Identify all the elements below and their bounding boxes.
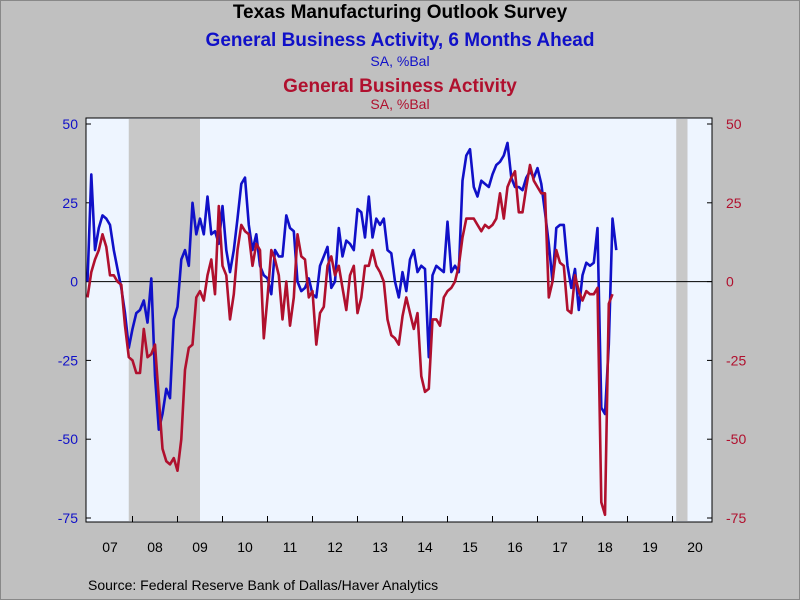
recession-band-1 [128, 119, 200, 521]
x-tick-label: 14 [417, 539, 433, 555]
x-tick-label: 19 [642, 539, 658, 555]
y-tick-label-left: 50 [62, 116, 78, 132]
x-tick-label: 07 [102, 539, 118, 555]
x-tick-label: 11 [283, 539, 298, 555]
x-tick-label: 13 [372, 539, 388, 555]
x-tick-label: 18 [597, 539, 613, 555]
y-tick-label-left: -75 [58, 510, 78, 526]
series2-title: General Business Activity [283, 76, 517, 97]
x-tick-label: 12 [327, 539, 343, 555]
y-tick-label-right: 0 [726, 274, 734, 290]
y-tick-label-right: 25 [726, 195, 742, 211]
x-tick-label: 09 [192, 539, 208, 555]
chart-title: Texas Manufacturing Outlook Survey [232, 2, 568, 23]
series1-units: SA, %Bal [370, 53, 430, 69]
y-tick-label-right: 50 [726, 116, 742, 132]
y-tick-label-left: -50 [58, 431, 78, 447]
recession-band-2 [676, 119, 688, 521]
x-tick-label: 16 [507, 539, 523, 555]
x-tick-label: 08 [147, 539, 163, 555]
y-tick-label-left: 25 [62, 195, 78, 211]
x-tick-label: 20 [687, 539, 703, 555]
y-tick-label-right: -50 [726, 431, 746, 447]
series2-units: SA, %Bal [370, 96, 430, 112]
series-line-2 [86, 163, 614, 517]
x-tick-label: 15 [462, 539, 478, 555]
y-tick-label-right: -25 [726, 352, 746, 368]
y-tick-label-right: -75 [726, 510, 746, 526]
x-tick-label: 10 [237, 539, 253, 555]
x-tick-label: 17 [552, 539, 568, 555]
source-note: Source: Federal Reserve Bank of Dallas/H… [88, 577, 439, 593]
y-tick-label-left: 0 [70, 274, 78, 290]
y-tick-label-left: -25 [58, 352, 78, 368]
series1-title: General Business Activity, 6 Months Ahea… [205, 30, 595, 51]
